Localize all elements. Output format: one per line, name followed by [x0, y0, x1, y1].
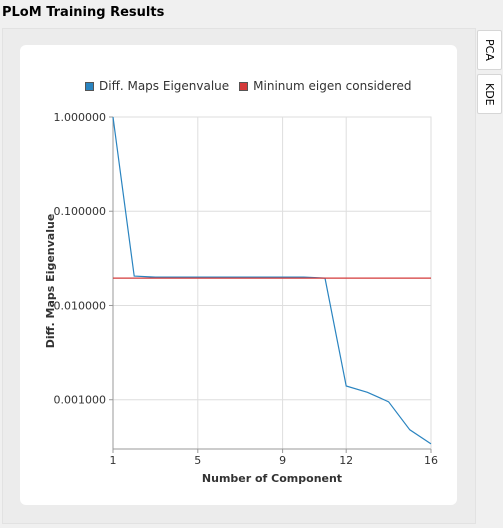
legend-swatch-min-eigen	[239, 81, 249, 91]
legend-item-eigenvalue: Diff. Maps Eigenvalue	[85, 79, 229, 93]
tab-kde-label: KDE	[483, 82, 496, 106]
tab-kde[interactable]: KDE	[477, 74, 502, 114]
legend-item-min-eigen: Mininum eigen considered	[239, 79, 411, 93]
legend-swatch-eigenvalue	[85, 81, 94, 91]
chart-card	[20, 45, 457, 505]
chart-legend: Diff. Maps Eigenvalue Mininum eigen cons…	[85, 79, 421, 93]
tab-pca-label: PCA	[483, 39, 496, 61]
window-title: PLoM Training Results	[2, 5, 165, 20]
legend-label-eigenvalue: Diff. Maps Eigenvalue	[99, 79, 230, 93]
tab-pca[interactable]: PCA	[477, 30, 502, 70]
legend-label-min-eigen: Mininum eigen considered	[253, 79, 412, 93]
